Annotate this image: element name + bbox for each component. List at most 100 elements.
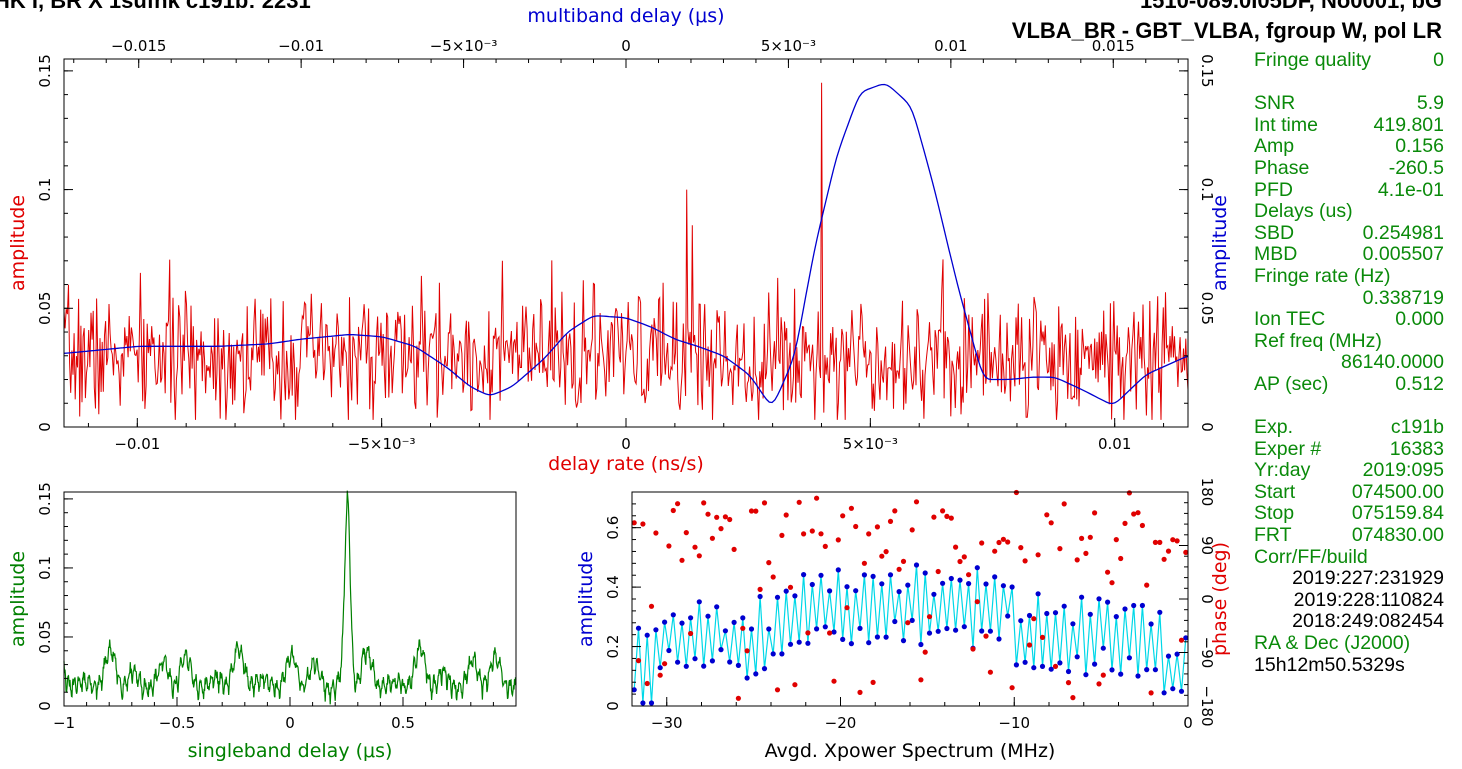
phase-point (1131, 511, 1137, 517)
p2-y-axis-label: 0.15 (36, 482, 54, 515)
panel-row: Fringe quality 0 (1236, 49, 1462, 72)
panel-value: 0.512 (1395, 372, 1444, 395)
panel-row: SBD 0.254981 (1236, 222, 1462, 245)
amplitude-point (748, 626, 755, 632)
p1-y-axis-label: 0.1 (36, 178, 54, 202)
panel-row: 2018:249:082454 (1236, 611, 1462, 633)
amplitude-point (727, 659, 733, 665)
phase-point (1139, 522, 1145, 529)
phase-point (631, 520, 637, 526)
amplitude-point (1087, 611, 1093, 617)
phase-point (1144, 582, 1150, 588)
phase-point (670, 507, 676, 514)
phase-point (940, 508, 946, 514)
phase-point (688, 630, 694, 637)
delay-rate-axis-label: 5×10⁻³ (843, 435, 898, 453)
phase-point (1174, 538, 1180, 544)
amplitude-point (679, 620, 685, 626)
amplitude-point (840, 636, 846, 643)
panel-value: 075159.84 (1351, 502, 1444, 525)
phase-point (1122, 520, 1128, 527)
panel-value: 0.156 (1395, 135, 1444, 158)
phase-point (1118, 555, 1124, 562)
panel-row: Fringe rate (Hz) (1236, 265, 1462, 288)
amplitude-point (1105, 599, 1111, 605)
panel-value: -260.5 (1388, 156, 1444, 179)
panel-value: 4.1e-01 (1377, 178, 1444, 201)
amplitude-point (900, 638, 907, 644)
phase-point (892, 508, 898, 514)
panel-value: 86140.0000 (1340, 351, 1444, 374)
phase-point (922, 649, 928, 655)
phase-point (900, 558, 907, 565)
amplitude-point (701, 663, 707, 669)
phase-point (779, 532, 785, 539)
amplitude-point (1174, 651, 1180, 657)
panel-label: Int time (1254, 113, 1318, 136)
panel-value: 074830.00 (1351, 524, 1444, 547)
delay-rate-axis-label: 0 (621, 435, 631, 453)
p1-y2-axis-label: 0.05 (1198, 292, 1216, 325)
phase-point (935, 568, 941, 575)
panel-value: 0.338719 (1362, 286, 1444, 309)
panel-label: Phase (1254, 156, 1310, 179)
amplitude-point (1013, 662, 1020, 668)
phase-point (757, 586, 763, 593)
panel-row: 0.338719 (1236, 286, 1462, 310)
panel-label: PFD (1254, 178, 1293, 201)
phase-point (1052, 663, 1059, 670)
panel-value: 5.9 (1416, 92, 1444, 115)
amplitude-point (653, 627, 659, 633)
phase-point (714, 514, 720, 520)
amplitude-point (683, 663, 689, 669)
fit-summary-panel: Fringe quality 0 SNR 5.9 Int time 419.801 Amp 0… (1236, 49, 1462, 676)
amplitude-point (635, 625, 642, 631)
amplitude-point (1161, 690, 1167, 696)
amplitude-point (1044, 610, 1050, 617)
panel-row: Ref freq (MHz) (1236, 329, 1462, 353)
panel-row: Start 074500.00 (1236, 481, 1462, 504)
phase-point (970, 646, 976, 652)
p3-phase-axis-title: phase (deg) (1209, 542, 1231, 656)
amplitude-point (675, 659, 681, 665)
amplitude-point (648, 700, 655, 706)
phase-point (1079, 535, 1085, 542)
amplitude-point (1061, 603, 1067, 609)
panel-label: Ref freq (MHz) (1254, 329, 1382, 352)
amplitude-point (1092, 661, 1098, 667)
phase-point (1044, 512, 1050, 518)
phase-point (1092, 510, 1098, 516)
amplitude-point (1070, 621, 1076, 627)
phase-point (679, 557, 685, 563)
phase-point (718, 526, 724, 532)
amplitude-point (913, 562, 920, 568)
amplitude-point (809, 581, 815, 588)
amplitude-point (953, 627, 959, 633)
p3-y-axis-label: 0.6 (604, 516, 622, 540)
phase-point (748, 508, 755, 514)
multiband-delay-series (63, 83, 1189, 405)
phase-point (735, 695, 742, 701)
phase-point (770, 574, 776, 580)
panel-label: FRT (1254, 524, 1292, 547)
amplitude-point (1109, 667, 1115, 673)
phase-point (766, 560, 772, 566)
p3-phase-axis-label: 0 (1198, 594, 1216, 604)
phase-point (692, 544, 698, 550)
amplitude-point (983, 581, 989, 587)
panel-row: 86140.0000 (1236, 352, 1462, 374)
singleband-axis-label: 0.5 (391, 714, 415, 732)
phase-point (635, 658, 642, 664)
amplitude-point (1035, 591, 1041, 597)
phase-point (1057, 546, 1063, 552)
panel-label: Corr/FF/build (1254, 545, 1368, 568)
amplitude-spectrum-line (633, 564, 1187, 704)
amplitude-point (1052, 610, 1059, 616)
amplitude-point (944, 625, 950, 632)
panel-label: AP (sec) (1254, 372, 1329, 395)
phase-point (1005, 539, 1011, 545)
phase-point (792, 682, 798, 688)
p1-amplitude-axis-title: amplitude (7, 195, 29, 291)
multiband-delay-axis-title: multiband delay (μs) (527, 5, 724, 27)
amplitude-point (670, 612, 676, 618)
